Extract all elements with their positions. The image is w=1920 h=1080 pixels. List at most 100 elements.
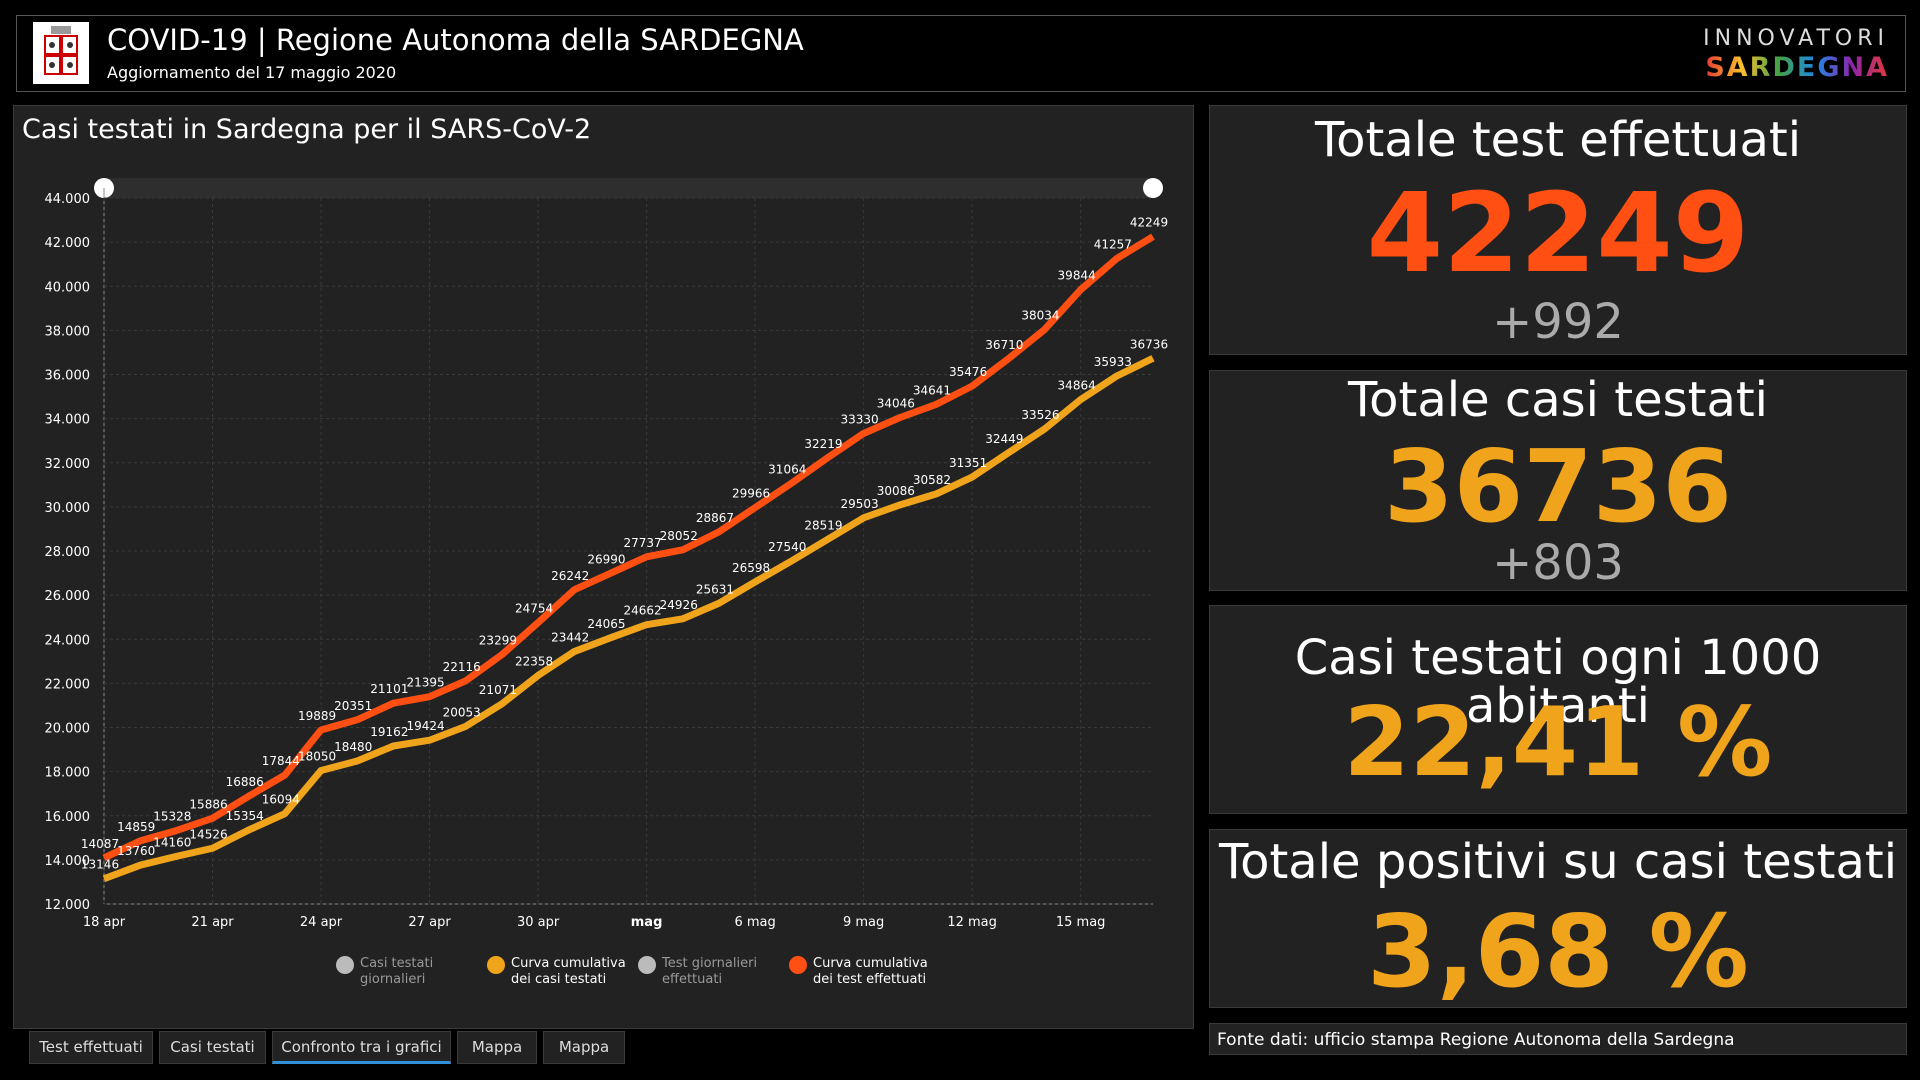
- kpi-value: 3,68 %: [1367, 893, 1749, 1010]
- y-tick-label: 36.000: [45, 369, 91, 384]
- x-tick-label: 27 apr: [408, 915, 451, 930]
- data-label: 38034: [1021, 309, 1059, 323]
- kpi-title: Casi testati ogni 1000 abitanti: [1294, 630, 1822, 734]
- legend-label: Curva cumulativa dei casi testati: [511, 956, 626, 987]
- tab[interactable]: Mappa: [543, 1031, 625, 1064]
- chart: 12.000 14.000 16.000 18.000 20.000 22.000 24.0…: [45, 178, 1168, 930]
- data-label: 27737: [623, 536, 661, 550]
- slider-handle[interactable]: [1143, 178, 1163, 198]
- y-tick-label: 34.000: [45, 413, 91, 428]
- kpi-card: Totale positivi su casi testati 3,68 %: [1209, 829, 1907, 1008]
- y-tick-label: 40.000: [45, 280, 91, 295]
- legend-label: Curva cumulativa dei test effettuati: [813, 956, 928, 987]
- data-label: 21395: [406, 676, 444, 690]
- chart-title: Casi testati in Sardegna per il SARS-CoV…: [22, 114, 592, 145]
- source-note: Fonte dati: ufficio stampa Regione Auton…: [1209, 1023, 1907, 1055]
- tab[interactable]: Confronto tra i grafici: [272, 1031, 451, 1064]
- kpi-title: Totale test effettuati: [1314, 112, 1802, 168]
- logo: [33, 22, 89, 84]
- legend-item[interactable]: Test giornalieri effettuati: [638, 956, 777, 988]
- data-label: 15328: [153, 810, 191, 824]
- data-label: 18050: [298, 750, 336, 764]
- data-label: 23442: [551, 631, 589, 645]
- data-label: 32449: [985, 432, 1023, 446]
- data-label: 13146: [81, 858, 119, 872]
- y-tick-label: 32.000: [45, 457, 91, 472]
- data-label: 21071: [479, 683, 517, 697]
- data-label: 25631: [696, 582, 734, 596]
- x-tick-label: 21 apr: [191, 915, 234, 930]
- x-tick-label: 9 mag: [843, 915, 884, 930]
- data-label: 34641: [913, 383, 951, 397]
- tab[interactable]: Test effettuati: [29, 1031, 153, 1064]
- brand-top: INNOVATORI: [1703, 26, 1889, 51]
- data-label: 24926: [660, 598, 698, 612]
- data-label: 21101: [370, 682, 408, 696]
- header: COVID-19 | Regione Autonoma della SARDEG…: [16, 15, 1906, 92]
- data-label: 36736: [1130, 337, 1168, 351]
- data-label: 35933: [1094, 355, 1132, 369]
- data-label: 34046: [877, 397, 915, 411]
- kpi-delta: +803: [1492, 535, 1624, 591]
- y-tick-label: 26.000: [45, 589, 91, 604]
- data-label: 14526: [189, 827, 227, 841]
- legend-item[interactable]: Curva cumulativa dei casi testati: [487, 956, 626, 988]
- data-label: 19162: [370, 725, 408, 739]
- brand-bottom: SARDEGNA: [1705, 52, 1889, 83]
- y-tick-label: 38.000: [45, 324, 91, 339]
- data-label: 24065: [587, 617, 625, 631]
- data-label: 28867: [696, 511, 734, 525]
- legend-item[interactable]: Casi testati giornalieri: [336, 956, 475, 988]
- data-label: 42249: [1130, 216, 1168, 230]
- data-label: 26598: [732, 561, 770, 575]
- data-label: 36710: [985, 338, 1023, 352]
- data-label: 19424: [406, 719, 444, 733]
- x-tick-label: 18 apr: [83, 915, 126, 930]
- y-tick-label: 42.000: [45, 236, 91, 251]
- range-slider[interactable]: [104, 178, 1154, 198]
- data-label: 14160: [153, 835, 191, 849]
- data-label: 14859: [117, 820, 155, 834]
- y-tick-label: 30.000: [45, 501, 91, 516]
- x-tick-label: 24 apr: [300, 915, 343, 930]
- data-label: 28519: [804, 519, 842, 533]
- data-label: 14087: [81, 837, 119, 851]
- legend-item[interactable]: Curva cumulativa dei test effettuati: [789, 956, 928, 988]
- y-tick-label: 18.000: [45, 766, 91, 781]
- data-label: 18480: [334, 740, 372, 754]
- kpi-title: Totale positivi su casi testati: [1218, 834, 1898, 890]
- data-label: 29503: [841, 497, 879, 511]
- legend-swatch: [487, 956, 505, 974]
- x-tick-label: mag: [631, 915, 663, 930]
- data-label: 24754: [515, 602, 553, 616]
- data-label: 20053: [443, 705, 481, 719]
- chart-panel: Casi testati in Sardegna per il SARS-CoV…: [13, 105, 1194, 1029]
- data-label: 27540: [768, 540, 806, 554]
- x-tick-label: 30 apr: [517, 915, 560, 930]
- kpi-value: 22,41 %: [1343, 688, 1773, 798]
- kpi-value: 42249: [1366, 169, 1750, 297]
- data-label: 30582: [913, 473, 951, 487]
- x-tick-label: 12 mag: [947, 915, 997, 930]
- kpi-value: 36736: [1384, 428, 1732, 545]
- series-line: [102, 233, 1155, 862]
- legend-label: Casi testati giornalieri: [360, 956, 434, 987]
- tab[interactable]: Casi testati: [159, 1031, 266, 1064]
- data-label: 19889: [298, 709, 336, 723]
- data-label: 26242: [551, 569, 589, 583]
- data-label: 41257: [1094, 238, 1132, 252]
- y-tick-label: 22.000: [45, 677, 91, 692]
- kpi-title: Totale casi testati: [1347, 372, 1769, 428]
- data-label: 13760: [117, 844, 155, 858]
- data-label: 26990: [587, 552, 625, 566]
- kpi-card: Totale test effettuati 42249 +992: [1209, 105, 1907, 355]
- legend-label: Test giornalieri effettuati: [662, 956, 758, 987]
- data-label: 15886: [189, 797, 227, 811]
- legend-swatch: [336, 956, 354, 974]
- tab[interactable]: Mappa: [457, 1031, 537, 1064]
- data-label: 32219: [804, 437, 842, 451]
- data-label: 39844: [1058, 269, 1096, 283]
- y-tick-label: 20.000: [45, 722, 91, 737]
- x-tick-label: 15 mag: [1056, 915, 1106, 930]
